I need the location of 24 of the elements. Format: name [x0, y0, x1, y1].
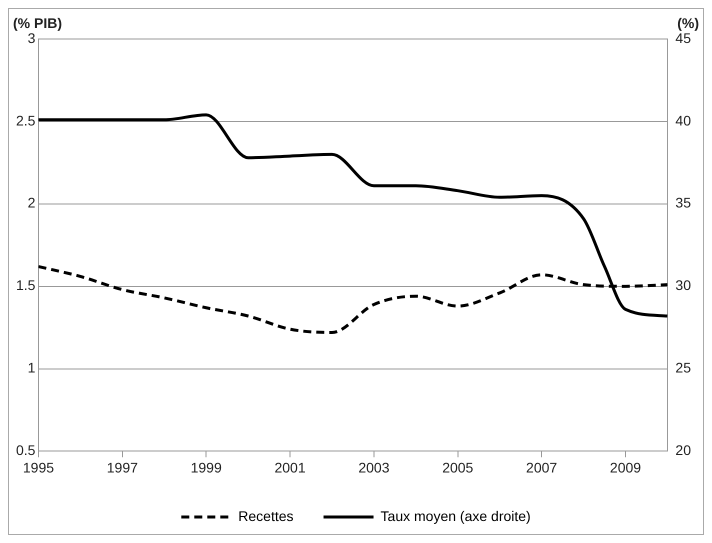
x-tick-label: 2005: [442, 459, 474, 476]
y-axis-title: (% PIB): [13, 14, 62, 31]
y-tick-label: 0.5: [16, 442, 36, 458]
y2-tick-label: 20: [675, 442, 692, 458]
y2-tick-label: 45: [675, 30, 692, 46]
y2-tick-label: 25: [675, 360, 692, 376]
y-tick-label: 2: [28, 194, 36, 211]
x-tick-label: 2009: [610, 459, 642, 476]
y-tick-label: 1: [28, 360, 36, 376]
y2-tick-label: 35: [675, 194, 692, 211]
x-tick-label: 2007: [526, 459, 558, 476]
y-tick-label: 3: [28, 30, 36, 46]
y2-tick-label: 40: [675, 112, 692, 128]
x-tick-label: 1999: [190, 459, 222, 476]
x-tick-label: 1995: [22, 459, 54, 476]
y2-axis-title: (%): [677, 14, 699, 31]
x-tick-label: 2003: [358, 459, 390, 476]
x-tick-label: 2001: [274, 459, 306, 476]
x-tick-label: 1997: [106, 459, 138, 476]
y-tick-label: 1.5: [16, 277, 36, 294]
y-tick-label: 2.5: [16, 112, 36, 128]
legend-label: Taux moyen (axe droite): [380, 508, 531, 524]
y2-tick-label: 30: [675, 277, 692, 294]
legend-label: Recettes: [238, 508, 294, 524]
